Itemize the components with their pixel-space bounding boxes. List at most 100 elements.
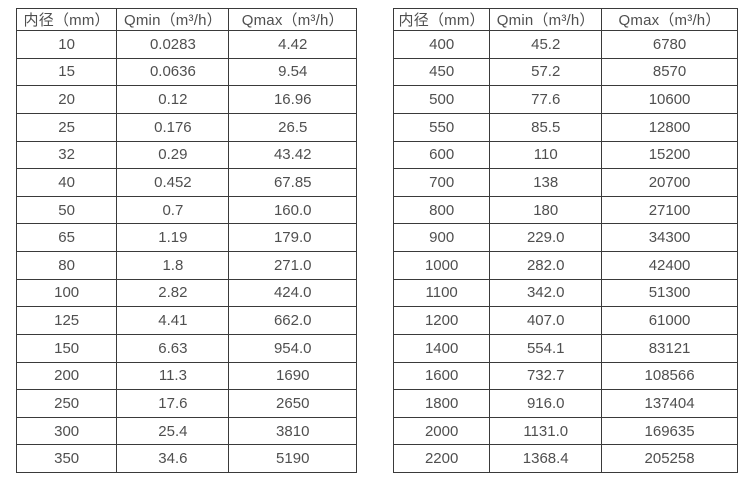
- table-row: 800 180 27100: [392, 195, 738, 225]
- table-cell: 205258: [601, 444, 738, 473]
- table-row: 32 0.29 43.42: [15, 140, 357, 170]
- flow-table-small-diameters: 内径（mm） Qmin（m³/h） Qmax（m³/h） 10 0.0283 4.4…: [15, 8, 357, 473]
- table-cell: 2650: [228, 389, 357, 418]
- table-cell: 51300: [601, 278, 738, 308]
- table-cell: 0.0283: [116, 30, 230, 59]
- table-row: 80 1.8 271.0: [15, 251, 357, 280]
- table-body: 10 0.0283 4.42 15 0.0636 9.54 20 0.12 16.96 25 0.1…: [15, 30, 357, 473]
- table-row: 250 17.6 2650: [15, 389, 357, 418]
- table-cell: 550: [392, 112, 491, 142]
- table-row: 900 229.0 34300: [392, 223, 738, 252]
- table-row: 350 34.6 5190: [15, 444, 357, 473]
- table-row: 40 0.452 67.85: [15, 168, 357, 197]
- table-cell: 0.7: [116, 195, 230, 225]
- table-cell: 40: [15, 168, 118, 197]
- table-cell: 0.29: [116, 140, 230, 170]
- table-cell: 100: [15, 278, 118, 308]
- table-cell: 800: [392, 195, 491, 225]
- table-body: 400 45.2 6780 450 57.2 8570 500 77.6 10600 550 85.…: [392, 30, 738, 473]
- table-cell: 110: [489, 140, 603, 170]
- table-cell: 1368.4: [489, 444, 603, 473]
- table-cell: 0.12: [116, 85, 230, 114]
- table-cell: 0.176: [116, 112, 230, 142]
- table-cell: 229.0: [489, 223, 603, 252]
- table-row: 500 77.6 10600: [392, 85, 738, 114]
- table-header-row: 内径（mm） Qmin（m³/h） Qmax（m³/h）: [392, 8, 738, 31]
- table-cell: 6780: [601, 30, 738, 59]
- table-cell: 407.0: [489, 306, 603, 335]
- table-cell: 300: [15, 416, 118, 446]
- table-cell: 1200: [392, 306, 491, 335]
- table-cell: 12800: [601, 112, 738, 142]
- table-cell: 160.0: [228, 195, 357, 225]
- header-qmin: Qmin（m³/h）: [116, 8, 230, 31]
- table-cell: 1690: [228, 361, 357, 391]
- table-cell: 169635: [601, 416, 738, 446]
- table-cell: 27100: [601, 195, 738, 225]
- table-cell: 1.8: [116, 251, 230, 280]
- table-cell: 61000: [601, 306, 738, 335]
- table-row: 1200 407.0 61000: [392, 306, 738, 335]
- table-cell: 180: [489, 195, 603, 225]
- table-cell: 83121: [601, 333, 738, 363]
- table-cell: 34.6: [116, 444, 230, 473]
- table-cell: 271.0: [228, 251, 357, 280]
- table-cell: 125: [15, 306, 118, 335]
- table-cell: 26.5: [228, 112, 357, 142]
- table-row: 20 0.12 16.96: [15, 85, 357, 114]
- table-cell: 43.42: [228, 140, 357, 170]
- table-cell: 250: [15, 389, 118, 418]
- header-diameter: 内径（mm）: [15, 8, 118, 31]
- table-cell: 6.63: [116, 333, 230, 363]
- table-cell: 15200: [601, 140, 738, 170]
- table-cell: 45.2: [489, 30, 603, 59]
- table-cell: 1.19: [116, 223, 230, 252]
- table-cell: 9.54: [228, 57, 357, 87]
- table-cell: 20700: [601, 168, 738, 197]
- table-cell: 50: [15, 195, 118, 225]
- table-cell: 17.6: [116, 389, 230, 418]
- table-cell: 80: [15, 251, 118, 280]
- table-row: 550 85.5 12800: [392, 112, 738, 142]
- header-qmin: Qmin（m³/h）: [489, 8, 603, 31]
- table-row: 450 57.2 8570: [392, 57, 738, 87]
- table-cell: 2.82: [116, 278, 230, 308]
- table-cell: 0.452: [116, 168, 230, 197]
- table-row: 10 0.0283 4.42: [15, 30, 357, 59]
- table-cell: 1400: [392, 333, 491, 363]
- table-row: 1600 732.7 108566: [392, 361, 738, 391]
- table-cell: 4.41: [116, 306, 230, 335]
- table-cell: 150: [15, 333, 118, 363]
- table-cell: 25.4: [116, 416, 230, 446]
- table-row: 1800 916.0 137404: [392, 389, 738, 418]
- table-cell: 1131.0: [489, 416, 603, 446]
- table-cell: 700: [392, 168, 491, 197]
- table-row: 700 138 20700: [392, 168, 738, 197]
- table-row: 2200 1368.4 205258: [392, 444, 738, 473]
- table-cell: 67.85: [228, 168, 357, 197]
- table-cell: 2000: [392, 416, 491, 446]
- table-cell: 179.0: [228, 223, 357, 252]
- table-cell: 450: [392, 57, 491, 87]
- table-cell: 350: [15, 444, 118, 473]
- table-cell: 5190: [228, 444, 357, 473]
- table-cell: 554.1: [489, 333, 603, 363]
- table-cell: 0.0636: [116, 57, 230, 87]
- table-cell: 137404: [601, 389, 738, 418]
- table-cell: 600: [392, 140, 491, 170]
- table-row: 400 45.2 6780: [392, 30, 738, 59]
- table-cell: 424.0: [228, 278, 357, 308]
- table-cell: 954.0: [228, 333, 357, 363]
- table-cell: 42400: [601, 251, 738, 280]
- table-cell: 342.0: [489, 278, 603, 308]
- table-cell: 10600: [601, 85, 738, 114]
- table-cell: 662.0: [228, 306, 357, 335]
- table-row: 600 110 15200: [392, 140, 738, 170]
- table-cell: 900: [392, 223, 491, 252]
- table-cell: 57.2: [489, 57, 603, 87]
- table-cell: 11.3: [116, 361, 230, 391]
- table-row: 50 0.7 160.0: [15, 195, 357, 225]
- table-cell: 65: [15, 223, 118, 252]
- table-row: 150 6.63 954.0: [15, 333, 357, 363]
- table-cell: 1800: [392, 389, 491, 418]
